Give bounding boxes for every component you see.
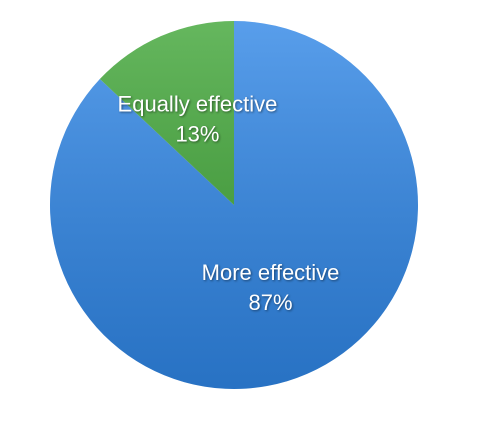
slice-label: Equally effective [118,91,278,116]
slice-label: More effective [202,260,340,285]
pie [49,21,419,390]
value-label: 87% [249,290,293,315]
value-label: 13% [175,121,219,146]
labels: More effective 87% Equally effective 13% [118,91,340,315]
